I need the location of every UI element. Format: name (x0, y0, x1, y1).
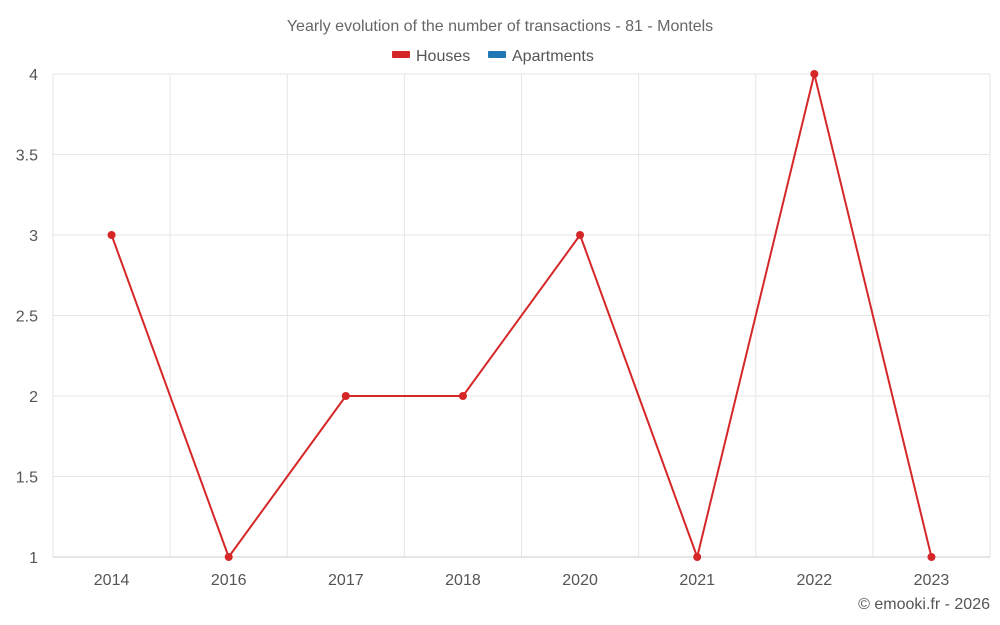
y-tick-label: 3.5 (16, 148, 38, 165)
legend: Houses Apartments (392, 48, 594, 65)
x-tick-label: 2021 (679, 572, 715, 589)
y-tick-label: 2 (29, 389, 38, 406)
y-tick-label: 3 (29, 228, 38, 245)
series-line-houses (110, 73, 933, 558)
x-tick-label: 2020 (562, 572, 598, 589)
data-point-houses[interactable] (107, 231, 116, 239)
series-houses (107, 70, 936, 561)
y-tick-label: 4 (29, 67, 38, 84)
x-tick-label: 2017 (328, 572, 364, 589)
x-tick-label: 2016 (211, 572, 247, 589)
x-tick-label: 2018 (445, 572, 481, 589)
y-tick-label: 2.5 (16, 309, 38, 326)
data-point-houses[interactable] (224, 553, 233, 561)
y-tick-label: 1 (29, 550, 38, 567)
legend-label-apartments: Apartments (512, 48, 594, 65)
y-tick-labels: 1 1.5 2 2.5 3 3.5 4 (16, 67, 38, 567)
credit-text: © emooki.fr - 2026 (858, 596, 990, 613)
legend-item-houses[interactable]: Houses (392, 48, 470, 65)
data-point-houses[interactable] (927, 553, 936, 561)
data-point-houses[interactable] (458, 392, 467, 400)
chart-title: Yearly evolution of the number of transa… (287, 18, 713, 35)
data-point-houses[interactable] (341, 392, 350, 400)
legend-swatch-apartments (488, 51, 506, 58)
data-point-houses[interactable] (576, 231, 585, 239)
legend-item-apartments[interactable]: Apartments (488, 48, 594, 65)
data-point-houses[interactable] (810, 70, 819, 78)
x-tick-label: 2023 (914, 572, 950, 589)
x-tick-label: 2014 (94, 572, 130, 589)
legend-label-houses: Houses (416, 48, 470, 65)
x-tick-label: 2022 (797, 572, 833, 589)
y-tick-label: 1.5 (16, 470, 38, 487)
legend-swatch-houses (392, 51, 410, 58)
data-point-houses[interactable] (693, 553, 702, 561)
x-tick-labels: 2014 2016 2017 2018 2020 2021 2022 2023 (94, 572, 950, 589)
